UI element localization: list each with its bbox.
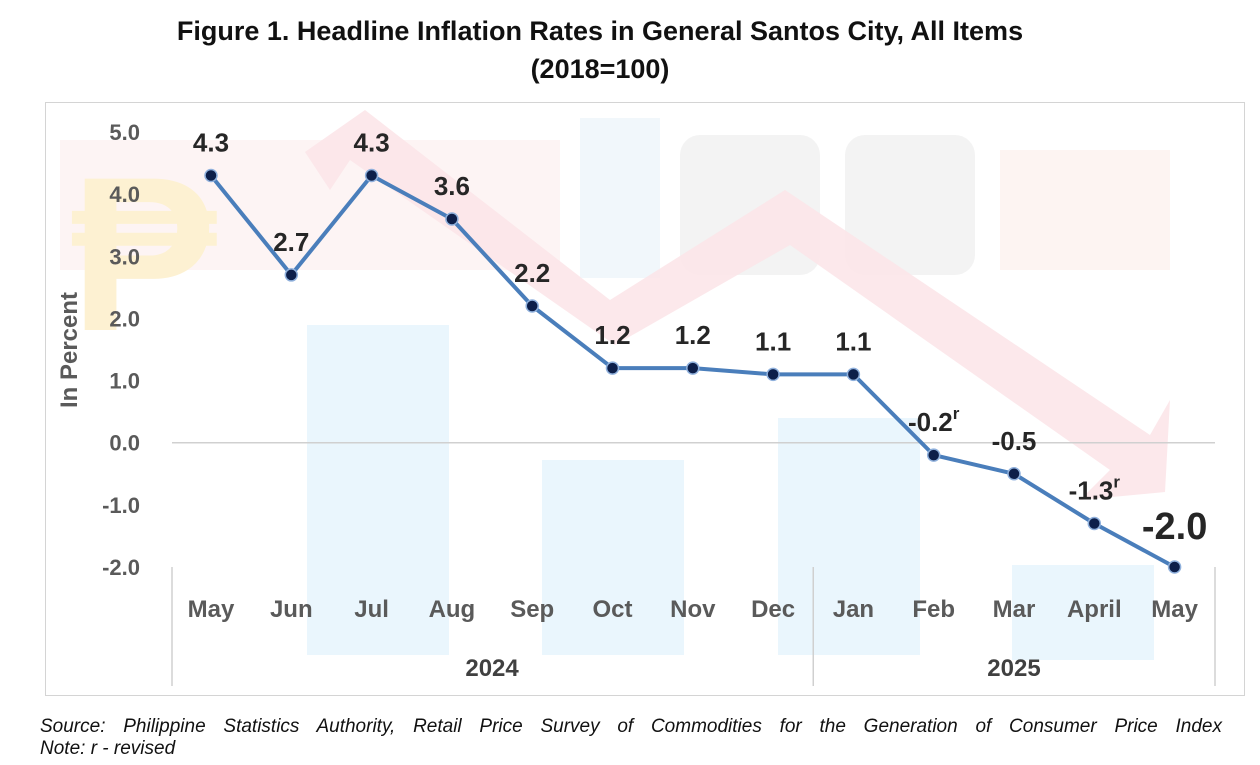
- data-label: -2.0: [1142, 506, 1207, 548]
- data-label: 2.7: [273, 227, 309, 257]
- year-group-label: 2024: [465, 655, 519, 682]
- x-tick-label: Sep: [510, 596, 554, 623]
- x-tick-label: Nov: [670, 596, 716, 623]
- data-label: 4.3: [354, 128, 390, 158]
- background-decoration: ₱: [60, 110, 1170, 660]
- x-tick-label: May: [1151, 596, 1198, 623]
- y-axis: 5.0 4.0 3.0 2.0 1.0 0.0 -1.0 -2.0 In Percent: [56, 120, 140, 580]
- data-point: [445, 212, 459, 226]
- data-label: 1.2: [594, 320, 630, 350]
- x-tick-label: April: [1067, 596, 1122, 623]
- footnotes: Source: Philippine Statistics Authority,…: [40, 716, 1222, 760]
- chart-frame: [45, 102, 1245, 696]
- data-labels: 4.3 2.7 4.3 3.6 2.2 1.2 1.2 1.1 1.1 -0.2r -0.5 -1.3…: [193, 128, 1207, 549]
- data-label: -0.2r: [908, 404, 960, 437]
- data-label: -0.5: [992, 426, 1037, 456]
- y-tick-label: 3.0: [109, 244, 140, 269]
- data-label: 2.2: [514, 258, 550, 288]
- data-point: [204, 168, 218, 183]
- y-tick-label: 2.0: [109, 306, 140, 331]
- data-label: 3.6: [434, 171, 470, 201]
- data-point: [846, 367, 861, 382]
- data-point: [1007, 467, 1021, 481]
- x-tick-label: Jul: [354, 596, 389, 623]
- x-tick-label: Dec: [751, 596, 795, 623]
- x-tick-label: Jan: [833, 596, 874, 623]
- data-point: [605, 361, 620, 375]
- year-group-label: 2025: [987, 655, 1040, 682]
- chart-title-line2: (2018=100): [530, 54, 670, 84]
- x-tick-label: Oct: [592, 596, 632, 623]
- y-tick-label: 1.0: [109, 369, 140, 394]
- y-axis-label: In Percent: [56, 292, 83, 408]
- data-label: 1.2: [675, 320, 711, 350]
- data-markers: [204, 168, 1182, 574]
- x-tick-label: Feb: [912, 596, 955, 623]
- data-point: [525, 299, 539, 313]
- x-tick-label: Jun: [270, 596, 313, 623]
- chart-title-line1: Figure 1. Headline Inflation Rates in Ge…: [176, 16, 1024, 46]
- svg-text:₱: ₱: [70, 131, 217, 377]
- source-note: Source: Philippine Statistics Authority,…: [40, 716, 1222, 737]
- revised-note: Note: r - revised: [40, 738, 176, 759]
- x-tick-label: May: [188, 596, 235, 623]
- data-point: [1167, 560, 1182, 574]
- y-tick-label: 5.0: [109, 120, 140, 145]
- x-tick-label: Aug: [429, 596, 476, 623]
- x-axis: May Jun Jul Aug Sep Oct Nov Dec Jan Feb Mar April Ma…: [171, 567, 1216, 686]
- chart-title: Figure 1. Headline Inflation Rates in Ge…: [0, 12, 1200, 88]
- inflation-line-chart: ₱ 5.0 4.0 3.0 2.0 1.0 0.0 -1.0 -2.0 In Percent M…: [56, 110, 1216, 686]
- data-point: [766, 367, 780, 382]
- data-label: 1.1: [835, 326, 871, 356]
- y-tick-label: 4.0: [109, 182, 140, 207]
- data-point: [364, 168, 379, 183]
- y-tick-label: -2.0: [102, 555, 140, 580]
- data-label: -1.3r: [1069, 473, 1121, 506]
- data-point: [926, 448, 941, 462]
- data-label: 4.3: [193, 128, 229, 158]
- data-point: [284, 268, 299, 282]
- data-label: 1.1: [755, 326, 791, 356]
- x-tick-label: Mar: [993, 596, 1036, 623]
- data-point: [1087, 516, 1102, 531]
- y-tick-label: 0.0: [109, 431, 140, 456]
- data-point: [686, 361, 700, 375]
- y-tick-label: -1.0: [102, 493, 140, 518]
